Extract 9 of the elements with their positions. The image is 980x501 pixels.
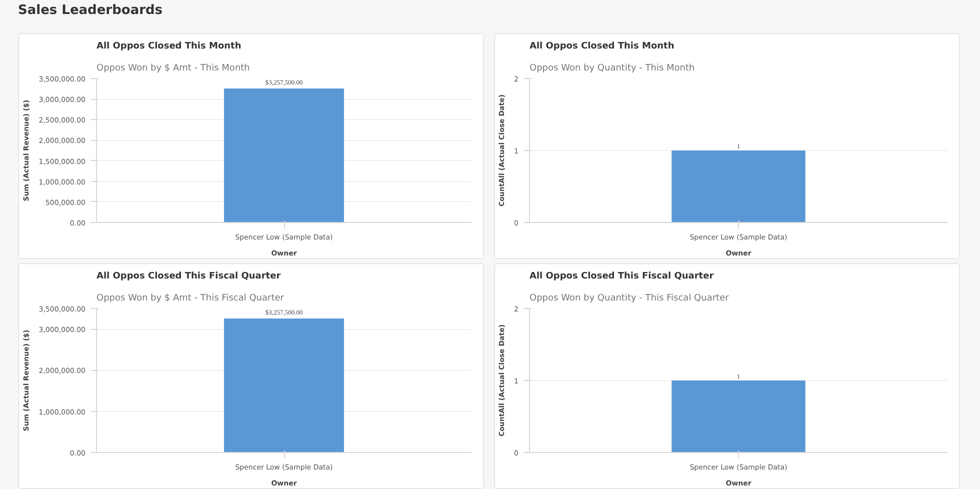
- chart-subtitle: Oppos Won by Quantity - This Month: [530, 64, 695, 74]
- chart-subtitle: Oppos Won by $ Amt - This Month: [96, 64, 250, 74]
- chart-subtitle: Oppos Won by $ Amt - This Fiscal Quarter: [96, 294, 284, 304]
- chart-title: All Oppos Closed This Fiscal Quarter: [530, 272, 714, 282]
- chart-title: All Oppos Closed This Month: [96, 42, 242, 52]
- chart-title: All Oppos Closed This Fiscal Quarter: [96, 272, 282, 282]
- text: Sales Leaderboards: [18, 3, 163, 18]
- chart-subtitle: Oppos Won by Quantity - This Fiscal Quarter: [530, 294, 730, 304]
- chart-title: All Oppos Closed This Month: [530, 42, 674, 52]
